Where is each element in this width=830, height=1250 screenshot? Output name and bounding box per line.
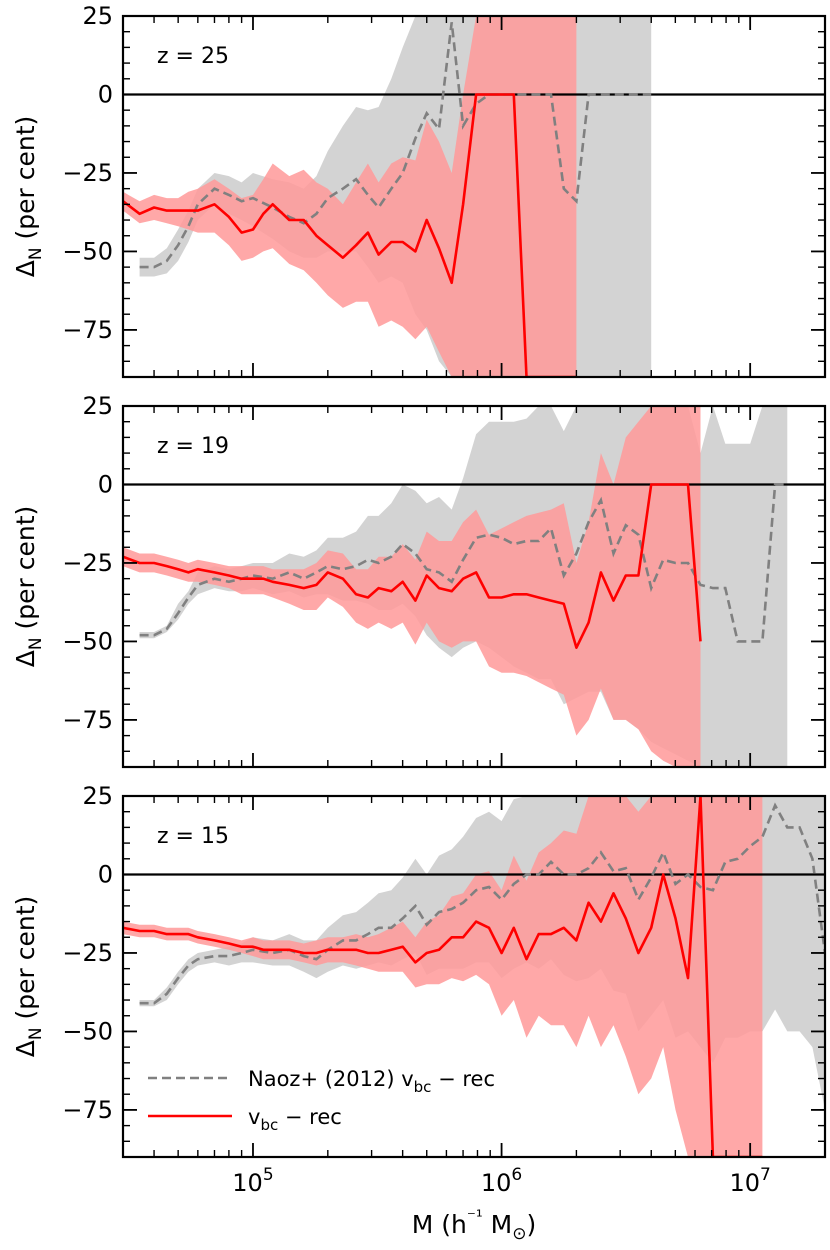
chart-panels: 25 0 −25 −50 −75 z = 25 ΔN (per cent) 25 0 −25 −50… bbox=[11, 2, 827, 1197]
panel-label: z = 25 bbox=[157, 44, 229, 69]
y-tick-label: 25 bbox=[82, 392, 113, 420]
y-tick-label: −50 bbox=[62, 1017, 113, 1045]
panel-2: 25 0 −25 −50 −75 z = 19 ΔN (per cent) bbox=[11, 392, 827, 769]
y-tick-label: −25 bbox=[62, 549, 113, 577]
naoz-line bbox=[139, 22, 652, 269]
naoz-line bbox=[139, 802, 825, 1005]
y-tick-label: −75 bbox=[62, 706, 113, 734]
legend: Naoz+ (2012) vbc − rec vbc − rec bbox=[148, 1067, 495, 1134]
legend-naoz-label: Naoz+ (2012) vbc − rec bbox=[248, 1067, 495, 1096]
axes-frame bbox=[121, 14, 827, 379]
x-tick-label: 105 bbox=[232, 1165, 273, 1197]
y-tick-label: 25 bbox=[82, 2, 113, 30]
y-tick-label: −25 bbox=[62, 159, 113, 187]
plot-area bbox=[123, 796, 825, 1157]
vbc-band bbox=[123, 406, 701, 767]
plot-area bbox=[123, 16, 825, 377]
axes-frame bbox=[121, 404, 827, 769]
vbc-band bbox=[123, 796, 763, 1157]
y-tick-label: 25 bbox=[82, 782, 113, 810]
y-axis-title: ΔN (per cent) bbox=[11, 506, 46, 668]
vbc-line bbox=[123, 483, 702, 649]
plot-area bbox=[123, 406, 825, 767]
y-tick-label: −50 bbox=[62, 627, 113, 655]
y-tick-label: 0 bbox=[98, 470, 113, 498]
y-tick-label: −75 bbox=[62, 1096, 113, 1124]
naoz-line bbox=[139, 483, 788, 643]
y-tick-label: −75 bbox=[62, 316, 113, 344]
panel-1: 25 0 −25 −50 −75 z = 25 ΔN (per cent) bbox=[11, 2, 827, 379]
panel-label: z = 19 bbox=[157, 434, 229, 459]
panel-3: 25 0 −25 −50 −75 105 106 107 z = 15 ΔN (per cent)… bbox=[11, 782, 827, 1197]
vbc-line bbox=[123, 93, 577, 377]
x-tick-label: 106 bbox=[481, 1165, 522, 1197]
y-tick-label: −25 bbox=[62, 939, 113, 967]
y-tick-label: 0 bbox=[98, 80, 113, 108]
y-axis-title: ΔN (per cent) bbox=[11, 896, 46, 1058]
y-tick-label: −50 bbox=[62, 237, 113, 265]
vbc-band bbox=[123, 16, 577, 377]
panel-label: z = 15 bbox=[157, 824, 229, 849]
legend-vbc-label: vbc − rec bbox=[248, 1105, 342, 1134]
vbc-line bbox=[123, 796, 763, 1157]
y-axis-title: ΔN (per cent) bbox=[11, 116, 46, 278]
axes-frame bbox=[121, 794, 827, 1159]
x-axis-title-text: M (h⁻¹ M⊙) bbox=[412, 1207, 536, 1244]
x-axis-title: M (h⁻¹ M⊙) bbox=[412, 1207, 536, 1244]
x-tick-label: 107 bbox=[729, 1165, 770, 1197]
y-tick-label: 0 bbox=[98, 860, 113, 888]
